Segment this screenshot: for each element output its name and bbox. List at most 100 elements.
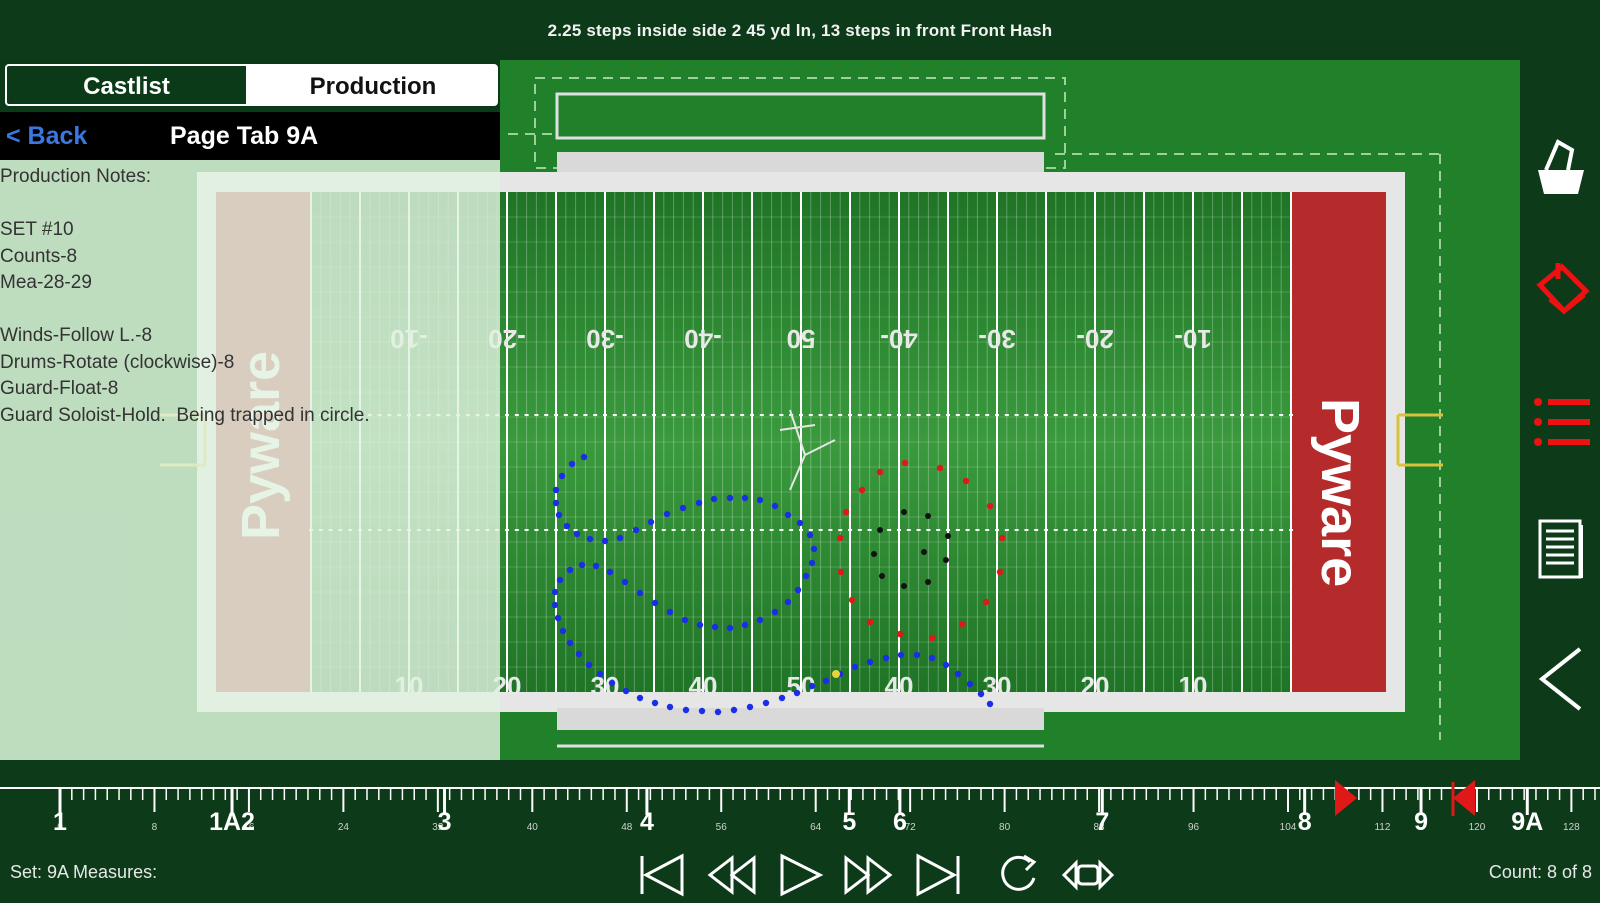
drums-performer [901, 509, 907, 515]
winds-performer [551, 601, 559, 609]
set-marker-label[interactable]: 9 [1414, 808, 1428, 836]
set-marker-label[interactable]: 7 [1095, 808, 1110, 836]
set-marker-label[interactable]: 1A2 [209, 808, 255, 836]
winds-performer [771, 502, 779, 510]
winds-performer [771, 608, 779, 616]
paint-bucket-icon[interactable] [1528, 130, 1594, 200]
yard-number-bottom: 40 [885, 671, 914, 701]
count-tick-label: 16 [243, 822, 255, 833]
winds-performer [616, 534, 624, 542]
yard-numbers: -10-20-30-405040-30-20-10-10203040504030… [390, 324, 1212, 701]
right-toolbar [1520, 60, 1600, 760]
winds-performer [954, 670, 962, 678]
page-title: Page Tab 9A [170, 122, 319, 150]
drums-performer [877, 527, 883, 533]
range-start-flag [1335, 780, 1357, 816]
winds-performer [663, 510, 671, 518]
winds-performer [762, 699, 770, 707]
winds-performer [741, 494, 749, 502]
winds-performer [710, 495, 718, 503]
yard-number-top: -40 [684, 324, 722, 354]
yard-number-top: -30 [586, 324, 624, 354]
guard-performer [876, 468, 884, 476]
count-info: Count: 8 of 8 [1488, 862, 1592, 882]
winds-performer [578, 561, 586, 569]
count-tick-label: 32 [432, 822, 444, 833]
winds-performer [851, 663, 859, 671]
tab-production[interactable]: Production [248, 64, 498, 106]
winds-performer [794, 586, 802, 594]
range-end-flag [1453, 780, 1475, 816]
tab-castlist[interactable]: Castlist [5, 64, 248, 106]
winds-performer [897, 651, 905, 659]
note-line [0, 191, 495, 218]
count-tick-label: 48 [621, 822, 633, 833]
back-button[interactable]: < Back [6, 122, 88, 150]
collapse-arrow-icon[interactable] [1528, 643, 1594, 713]
guard-performer [962, 477, 970, 485]
winds-performer [575, 650, 583, 658]
guard-performer [836, 534, 844, 542]
winds-performer [558, 472, 566, 480]
winds-performer [554, 614, 562, 622]
rewind-icon[interactable] [704, 852, 760, 898]
count-tick-label: 112 [1374, 822, 1390, 833]
winds-performer [622, 687, 630, 695]
winds-performer [977, 690, 985, 698]
note-line: Counts-8 [0, 245, 78, 267]
skip-start-icon[interactable] [634, 852, 690, 898]
skip-end-icon[interactable] [910, 852, 966, 898]
set-marker-label[interactable]: 5 [842, 808, 857, 836]
eraser-icon[interactable] [1528, 255, 1594, 325]
winds-performer [730, 706, 738, 714]
guard-performer [958, 620, 966, 628]
winds-performer [556, 576, 564, 584]
drums-performer [945, 533, 951, 539]
winds-performer [882, 654, 890, 662]
panel-nav-bar: < Back Page Tab 9A [0, 112, 500, 160]
drums-performer [943, 557, 949, 563]
count-tick-label: 56 [716, 822, 728, 833]
set-info: Set: 9A Measures: [10, 862, 158, 882]
fast-forward-icon[interactable] [840, 852, 896, 898]
stretch-icon[interactable] [1060, 852, 1116, 898]
set-marker-label[interactable]: 1 [53, 808, 67, 836]
yard-number-top: 30- [978, 324, 1016, 354]
soloist-performer [832, 670, 840, 678]
winds-performer [695, 499, 703, 507]
play-icon[interactable] [772, 852, 828, 898]
count-tick-label: 120 [1469, 822, 1486, 833]
winds-performer [647, 518, 655, 526]
winds-performer [580, 453, 588, 461]
note-line: Guard Soloist-Hold. Being trapped in cir… [0, 404, 370, 426]
guard-performer [837, 568, 845, 576]
guard-performer [982, 598, 990, 606]
winds-performer [698, 707, 706, 715]
set-marker-label[interactable]: 3 [437, 808, 452, 836]
count-timeline[interactable]: 0 8 16 24 32 40 48 56 64 72 80 88 96 104 112 120 128 1 1A… [0, 760, 1600, 850]
count-tick-label: 88 [1094, 822, 1106, 833]
winds-performer [714, 708, 722, 716]
guard-performer [848, 596, 856, 604]
winds-performer [632, 526, 640, 534]
list-icon[interactable] [1528, 385, 1594, 455]
yard-number-top: 40- [880, 324, 918, 354]
count-tick-label: 96 [1188, 822, 1200, 833]
set-marker-label[interactable]: 8 [1297, 808, 1312, 836]
set-marker-label[interactable]: 9A [1511, 808, 1544, 836]
winds-performer [566, 566, 574, 574]
drums-performer [879, 573, 885, 579]
center-logo-icon [779, 409, 836, 491]
winds-performer [651, 599, 659, 607]
set-marker-label[interactable]: 4 [639, 808, 654, 836]
winds-performer [711, 623, 719, 631]
set-marker-label[interactable]: 6 [892, 808, 907, 836]
guard-performer [896, 630, 904, 638]
loop-icon[interactable] [990, 852, 1046, 898]
winds-performer [756, 496, 764, 504]
note-line: Production Notes: [0, 166, 152, 187]
production-panel: Castlist Production < Back Page Tab 9A P… [0, 60, 500, 760]
winds-performer [601, 537, 609, 545]
document-icon[interactable] [1528, 515, 1594, 585]
winds-performer [573, 530, 581, 538]
